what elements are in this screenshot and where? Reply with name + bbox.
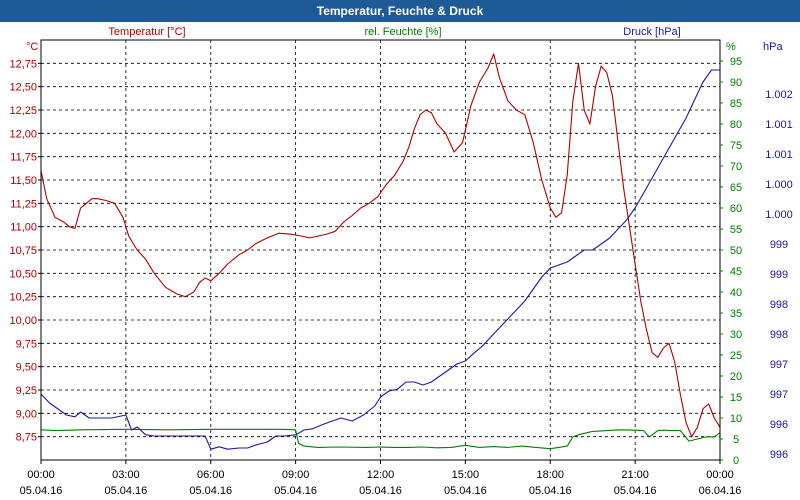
pressure-line	[40, 69, 720, 450]
temperature-line	[40, 53, 721, 438]
legend-pressure: Druck [hPa]	[623, 26, 680, 38]
date-tick-label: 05.04.16	[274, 485, 317, 497]
temp-tick-label: 11,25	[10, 198, 37, 210]
humidity-tick-label: 55	[730, 224, 742, 236]
humidity-tick-label: 85	[730, 98, 742, 110]
humidity-tick-label: 35	[730, 308, 742, 320]
pressure-tick-label: 1.001	[765, 119, 793, 131]
pressure-tick-label: 999	[770, 239, 788, 251]
pressure-tick-label: 996	[770, 419, 788, 431]
humidity-tick-label: 30	[730, 329, 742, 341]
time-tick-label: 00:00	[706, 469, 734, 481]
humidity-tick-label: 40	[730, 287, 742, 299]
time-tick-label: 15:00	[452, 469, 480, 481]
humidity-tick-label: 60	[730, 203, 742, 215]
date-tick-label: 05.04.16	[104, 485, 147, 497]
temp-tick-label: 11,00	[10, 222, 37, 234]
temp-tick-label: 9,50	[16, 362, 37, 374]
humidity-tick-label: 10	[730, 413, 742, 425]
temp-tick-label: 9,00	[16, 408, 37, 420]
date-tick-label: 05.04.16	[614, 485, 657, 497]
humidity-axis: 0 5 10 15 20 25 30 35 40 45 50 55 60 65 70 75 80 85 90 95%	[720, 41, 742, 467]
humidity-tick-label: 70	[730, 161, 742, 173]
pressure-tick-label: 999	[770, 269, 788, 281]
pressure-tick-label: 1.000	[765, 179, 793, 191]
pressure-tick-label: 996	[770, 449, 788, 461]
temp-tick-label: 10,75	[9, 245, 37, 257]
pressure-tick-label: 1.001	[765, 149, 793, 161]
temp-tick-label: 12,00	[9, 128, 37, 140]
humidity-tick-label: 5	[733, 434, 739, 446]
pressure-tick-label: 997	[770, 359, 788, 371]
humidity-tick-label: 80	[730, 119, 742, 131]
date-tick-label: 05.04.16	[444, 485, 487, 497]
temp-tick-label: 12,50	[9, 82, 37, 94]
temp-tick-label: 12,75	[9, 58, 37, 70]
temp-tick-label: 11,50	[10, 175, 37, 187]
date-tick-label: 05.04.16	[20, 485, 63, 497]
humidity-tick-label: 90	[730, 77, 742, 89]
temp-unit-label: °C	[26, 41, 38, 53]
temp-tick-label: 11,75	[10, 152, 37, 164]
chart-title: Temperatur, Feuchte & Druck	[316, 4, 484, 18]
humidity-line	[40, 428, 721, 450]
time-axis: 00:00 05.04.16 03:00 05.04.16 06:00 05.04.16 0…	[20, 460, 742, 497]
temp-tick-label: 9,75	[16, 338, 37, 350]
time-tick-label: 18:00	[536, 469, 564, 481]
date-tick-label: 06.04.16	[699, 485, 742, 497]
chart-title-bar: Temperatur, Feuchte & Druck	[0, 0, 800, 22]
humidity-tick-label: 45	[730, 266, 742, 278]
humidity-tick-label: 95	[730, 56, 742, 68]
temp-tick-label: 8,75	[16, 432, 37, 444]
pressure-tick-label: 998	[770, 299, 788, 311]
time-tick-label: 00:00	[27, 469, 55, 481]
time-tick-label: 21:00	[621, 469, 649, 481]
date-tick-label: 05.04.16	[359, 485, 402, 497]
pressure-tick-label: 1.002	[765, 89, 793, 101]
humidity-unit-label: %	[726, 41, 736, 53]
temp-tick-label: 10,25	[9, 292, 37, 304]
pressure-tick-label: 997	[770, 389, 788, 401]
humidity-tick-label: 50	[730, 245, 742, 257]
temp-tick-label: 12,25	[9, 105, 37, 117]
humidity-tick-label: 15	[730, 392, 742, 404]
temp-tick-label: 9,25	[16, 385, 37, 397]
temp-tick-label: 10,50	[9, 268, 37, 280]
time-tick-label: 03:00	[112, 469, 140, 481]
humidity-tick-label: 20	[730, 371, 742, 383]
pressure-axis: 996 996 997 997 998 998 999 999 1.000 1.000 1.001 1…	[763, 41, 793, 461]
time-tick-label: 12:00	[367, 469, 395, 481]
grid	[41, 40, 720, 460]
temp-tick-label: 10,00	[9, 315, 37, 327]
pressure-unit-label: hPa	[763, 41, 783, 53]
time-tick-label: 09:00	[282, 469, 310, 481]
humidity-tick-label: 0	[733, 455, 739, 467]
humidity-tick-label: 65	[730, 182, 742, 194]
series-layer	[40, 53, 721, 450]
legend-temperature: Temperatur [°C]	[108, 26, 185, 38]
temperature-axis: 8,75 9,00 9,25 9,50 9,75 10,00 10,25 10,50 10,75…	[9, 41, 41, 444]
pressure-tick-label: 1.000	[765, 209, 793, 221]
time-tick-label: 06:00	[197, 469, 225, 481]
pressure-tick-label: 998	[770, 329, 788, 341]
legend-humidity: rel. Feuchte [%]	[364, 26, 441, 38]
date-tick-label: 05.04.16	[189, 485, 232, 497]
date-tick-label: 05.04.16	[529, 485, 572, 497]
humidity-tick-label: 75	[730, 140, 742, 152]
humidity-tick-label: 25	[730, 350, 742, 362]
legend: Temperatur [°C] rel. Feuchte [%] Druck [hP…	[108, 26, 680, 38]
